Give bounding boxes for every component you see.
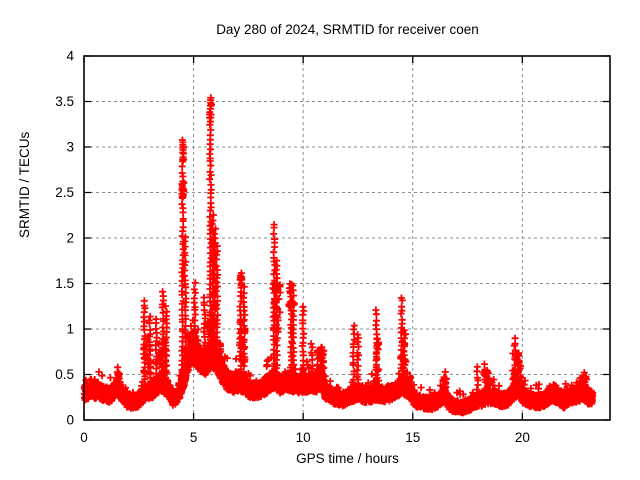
y-tick-label: 3 bbox=[66, 140, 74, 155]
x-axis-label: GPS time / hours bbox=[296, 451, 399, 466]
y-tick-label: 4 bbox=[66, 49, 74, 64]
y-tick-label: 0 bbox=[66, 413, 74, 428]
x-tick-label: 20 bbox=[515, 430, 530, 445]
x-tick-label: 15 bbox=[405, 430, 420, 445]
x-tick-label: 0 bbox=[80, 430, 88, 445]
y-tick-label: 1.5 bbox=[55, 276, 74, 291]
chart-title: Day 280 of 2024, SRMTID for receiver coe… bbox=[216, 22, 479, 37]
y-tick-label: 0.5 bbox=[55, 367, 74, 382]
y-tick-label: 1 bbox=[66, 322, 74, 337]
scatter-points bbox=[80, 94, 597, 417]
x-tick-label: 10 bbox=[296, 430, 311, 445]
plot-border bbox=[83, 55, 611, 421]
x-tick-label: 5 bbox=[190, 430, 198, 445]
y-tick-label: 2.5 bbox=[55, 185, 74, 200]
gridlines bbox=[84, 56, 610, 420]
y-tick-label: 2 bbox=[66, 231, 74, 246]
y-tick-label: 3.5 bbox=[55, 94, 74, 109]
